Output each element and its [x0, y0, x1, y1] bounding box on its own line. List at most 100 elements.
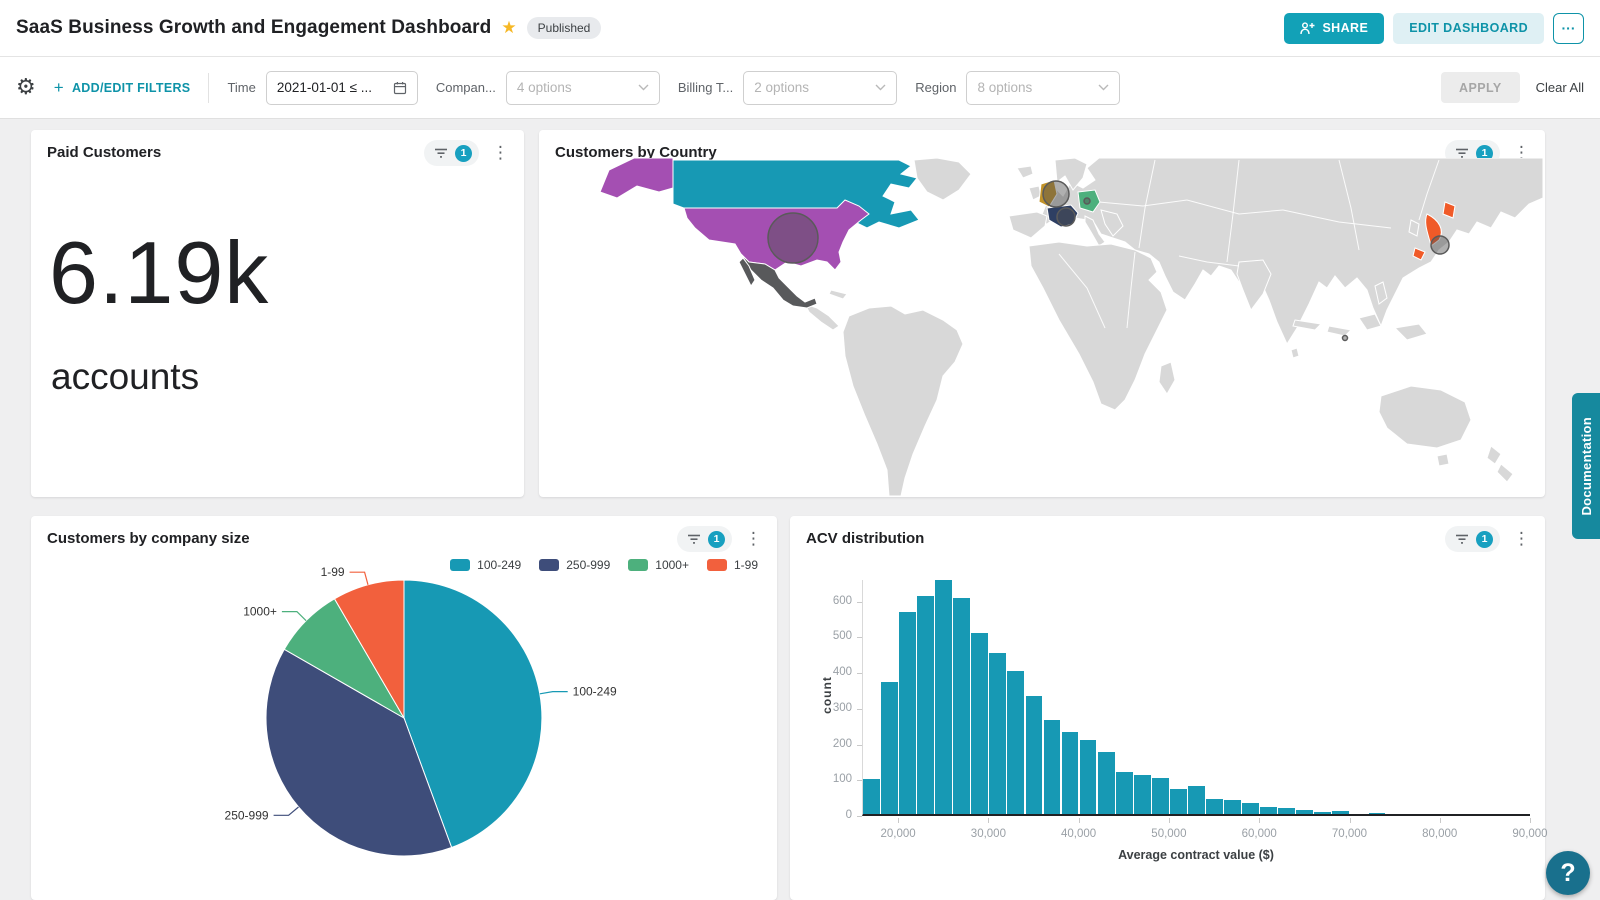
legend-swatch: [450, 559, 471, 571]
clear-all-button[interactable]: Clear All: [1535, 80, 1584, 95]
billing-filter-select[interactable]: 2 options: [743, 70, 898, 105]
pie-legend: 100-249 250-999 1000+ 1-99: [450, 558, 758, 572]
country-greenland: [913, 158, 972, 201]
histogram-bar[interactable]: [881, 681, 898, 814]
tile-title: Customers by company size: [47, 530, 250, 547]
histogram-bar[interactable]: [917, 595, 935, 814]
pie-chart[interactable]: 100-249 250-999 1000+ 1-99: [31, 556, 777, 900]
histogram-bar[interactable]: [1368, 812, 1386, 814]
histogram-plot[interactable]: [862, 579, 1530, 816]
apply-button[interactable]: APPLY: [1441, 72, 1520, 103]
y-tick-mark: [857, 816, 862, 817]
islands-indonesia-2: [1326, 325, 1353, 337]
x-tick-mark: [1078, 818, 1080, 823]
pie-callout-line: [281, 610, 307, 622]
legend-item[interactable]: 1000+: [628, 558, 689, 572]
add-edit-filters-button[interactable]: + ADD/EDIT FILTERS: [54, 78, 191, 98]
help-button[interactable]: ?: [1546, 851, 1590, 895]
x-tick-mark: [1168, 818, 1170, 823]
legend-item[interactable]: 1-99: [706, 558, 758, 572]
histogram-bar[interactable]: [989, 653, 1007, 814]
histogram-bar[interactable]: [1007, 671, 1025, 814]
kpi-value: 6.19k: [49, 223, 270, 322]
y-tick-label: 100: [832, 773, 852, 786]
pie-slice-100-249[interactable]: [403, 579, 543, 849]
histogram-bar[interactable]: [1206, 798, 1223, 814]
histogram-bar[interactable]: [1296, 810, 1314, 814]
tile-filter-chip[interactable]: 1: [1445, 526, 1500, 552]
share-button-label: SHARE: [1322, 21, 1369, 35]
country-australia: [1378, 385, 1472, 449]
histogram-bar[interactable]: [971, 632, 989, 814]
region-filter-select[interactable]: 8 options: [966, 70, 1121, 105]
world-map[interactable]: [539, 158, 1545, 497]
documentation-tab-label: Documentation: [1578, 416, 1594, 516]
histogram-bar[interactable]: [1188, 786, 1205, 814]
island-sri-lanka: [1290, 347, 1300, 359]
histogram-bar[interactable]: [1025, 696, 1043, 814]
pie-callout-label: 100-249: [573, 685, 617, 699]
histogram-bar[interactable]: [899, 612, 916, 814]
documentation-tab[interactable]: Documentation: [1572, 393, 1600, 539]
legend-item[interactable]: 250-999: [539, 558, 610, 572]
filter-count-badge: 1: [1476, 530, 1493, 548]
pie-slice-250-999[interactable]: [265, 648, 453, 857]
histogram-bar[interactable]: [1133, 775, 1151, 814]
tile-menu-kebab-icon[interactable]: ⋮: [745, 529, 762, 549]
tile-filter-chip[interactable]: 1: [677, 526, 732, 552]
favorite-star-icon[interactable]: ★: [501, 18, 517, 38]
histogram-bar[interactable]: [1224, 800, 1241, 814]
histogram-bar[interactable]: [1079, 740, 1097, 814]
tile-menu-kebab-icon[interactable]: ⋮: [1513, 529, 1530, 549]
histogram-bar[interactable]: [1278, 808, 1296, 814]
histogram-bar[interactable]: [953, 597, 971, 814]
country-korea: [1408, 219, 1420, 237]
x-tick-mark: [988, 818, 990, 823]
country-mexico: [740, 253, 818, 309]
island-cuba: [828, 289, 848, 300]
top-header: SaaS Business Growth and Engagement Dash…: [0, 0, 1600, 57]
histogram-bar[interactable]: [1242, 803, 1259, 814]
histogram-bar[interactable]: [935, 579, 953, 814]
histogram-bar[interactable]: [1314, 812, 1332, 814]
share-button[interactable]: SHARE: [1284, 12, 1385, 44]
tile-menu-kebab-icon[interactable]: ⋮: [492, 143, 509, 163]
country-united-kingdom: [1038, 179, 1058, 208]
histogram-bar[interactable]: [1260, 806, 1278, 814]
histogram-bar[interactable]: [1332, 810, 1350, 814]
time-filter-input[interactable]: 2021-01-01 ≤ ...: [265, 70, 418, 105]
histogram-bar[interactable]: [1097, 752, 1115, 814]
tile-filter-chip[interactable]: 1: [424, 140, 479, 166]
tile-title: ACV distribution: [806, 530, 925, 547]
plus-icon: +: [53, 77, 64, 97]
company-filter-select[interactable]: 4 options: [505, 70, 660, 105]
calendar-icon: [393, 81, 406, 94]
legend-item[interactable]: 100-249: [450, 558, 521, 572]
x-tick-label: 60,000: [1241, 828, 1277, 840]
page-title: SaaS Business Growth and Engagement Dash…: [16, 17, 492, 38]
histogram-bar[interactable]: [1061, 731, 1079, 814]
region-iberia: [1008, 211, 1048, 239]
filter-settings-gear-icon[interactable]: ⚙: [16, 75, 36, 100]
country-india-peninsula: [1236, 259, 1272, 312]
billing-filter-value: 2 options: [754, 80, 810, 95]
more-options-button[interactable]: ···: [1553, 12, 1584, 44]
chevron-down-icon: [875, 84, 886, 91]
histogram-bar[interactable]: [1151, 778, 1169, 814]
histogram-bar[interactable]: [1043, 720, 1061, 814]
histogram-bar[interactable]: [863, 779, 880, 814]
filter-label-company: Compan...: [435, 80, 496, 95]
region-filter-value: 8 options: [977, 80, 1033, 95]
histogram-bar[interactable]: [1115, 772, 1133, 814]
tile-title: Paid Customers: [47, 144, 162, 161]
y-tick-mark: [857, 601, 862, 603]
share-person-icon: [1300, 21, 1315, 34]
legend-label: 1-99: [733, 558, 758, 572]
edit-dashboard-button[interactable]: EDIT DASHBOARD: [1393, 12, 1544, 44]
x-tick-label: 30,000: [970, 828, 1006, 840]
x-tick-mark: [1259, 818, 1261, 823]
y-tick-label: 400: [832, 666, 852, 678]
island-new-guinea: [1393, 323, 1428, 341]
x-tick-mark: [898, 818, 900, 823]
histogram-bar[interactable]: [1169, 789, 1187, 814]
